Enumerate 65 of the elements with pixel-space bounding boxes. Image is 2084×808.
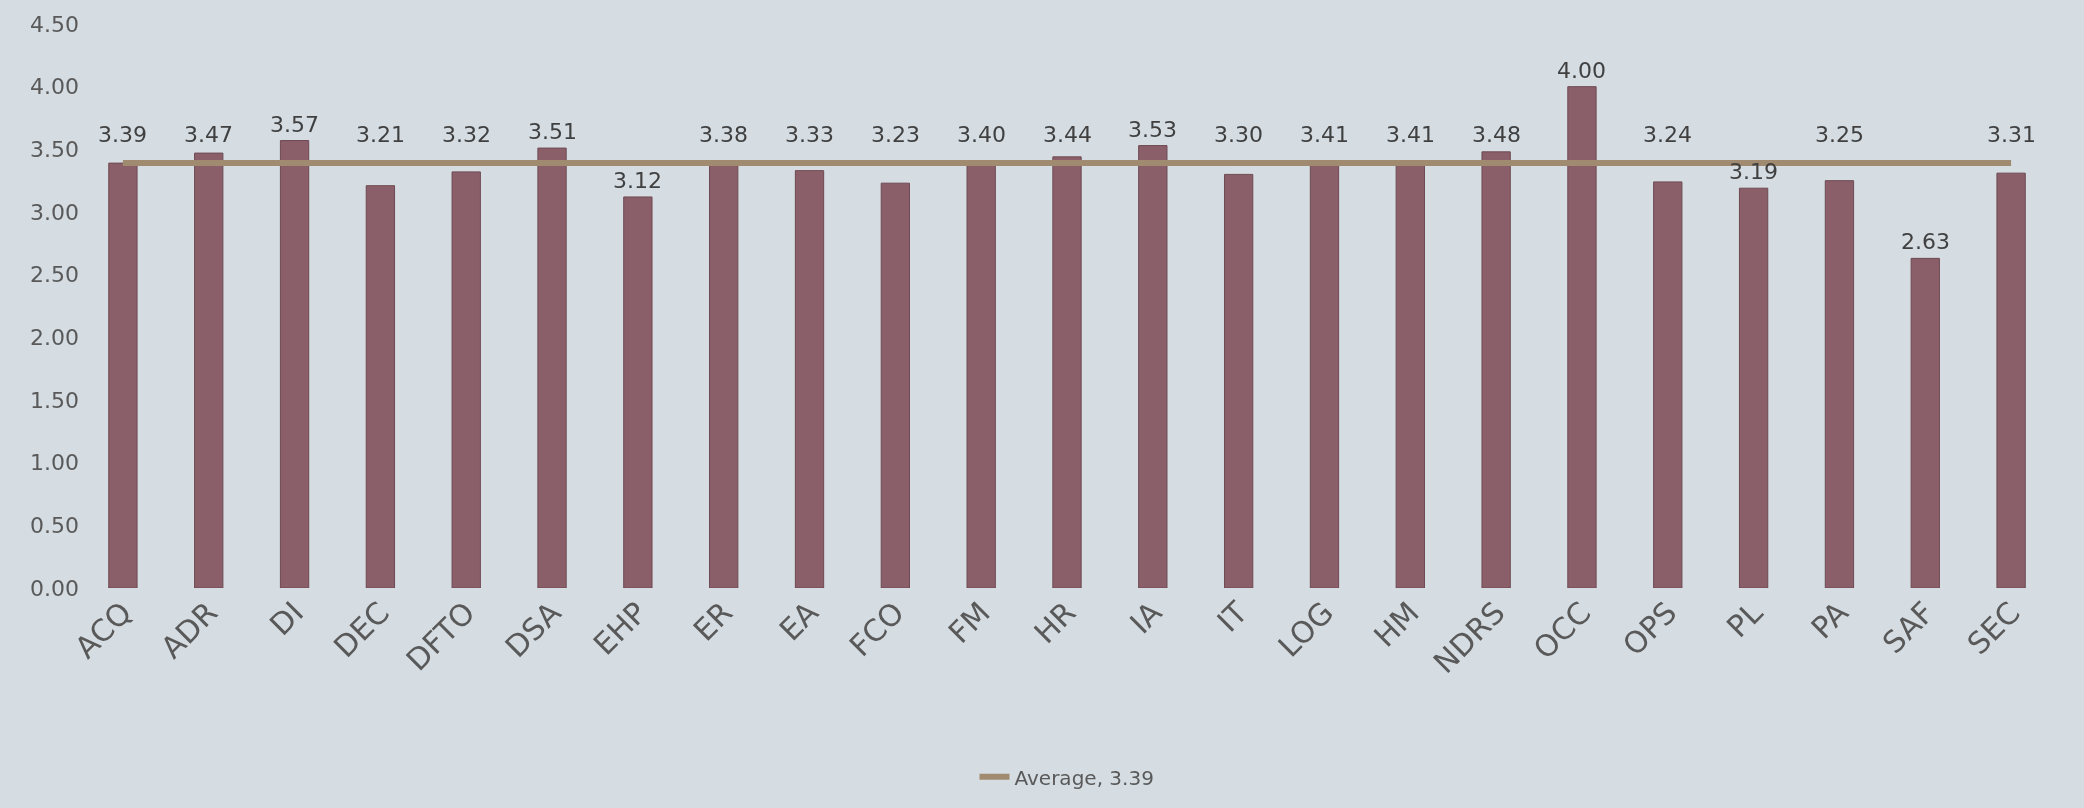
data-label: 3.25 — [1815, 122, 1864, 147]
x-tick-label: IT — [1210, 594, 1255, 639]
data-label: 3.41 — [1386, 122, 1435, 147]
data-label: 3.57 — [270, 112, 319, 137]
x-tick-label: HM — [1366, 594, 1426, 654]
x-tick-label: FM — [941, 594, 997, 651]
legend-label: Average, 3.39 — [1014, 765, 1154, 790]
data-label: 3.47 — [184, 122, 233, 147]
data-label: 3.48 — [1472, 122, 1521, 147]
x-tick-label: PL — [1719, 594, 1770, 645]
bar — [1567, 86, 1597, 588]
data-label: 3.32 — [442, 122, 491, 147]
data-label: 3.31 — [1987, 122, 2036, 147]
y-tick-label: 1.00 — [30, 450, 79, 476]
y-tick-label: 4.50 — [30, 11, 79, 37]
bar — [794, 170, 825, 588]
bar — [108, 162, 138, 588]
data-label: 3.39 — [98, 122, 147, 147]
bar — [451, 171, 481, 588]
bar — [365, 185, 396, 588]
bar — [1481, 151, 1511, 588]
y-tick-label: 0.00 — [30, 575, 79, 601]
data-label: 3.23 — [871, 122, 920, 147]
x-tick-label: HR — [1027, 594, 1083, 651]
x-tick-label: EA — [772, 594, 826, 648]
bar — [1738, 187, 1769, 588]
data-label: 3.44 — [1043, 122, 1092, 147]
x-tick-label: PA — [1804, 594, 1856, 646]
bar — [1996, 172, 2026, 588]
x-tick-label: IA — [1122, 594, 1169, 641]
data-label: 3.41 — [1300, 122, 1349, 147]
y-tick-label: 0.50 — [30, 513, 79, 539]
bar — [1910, 257, 1940, 588]
bar — [623, 196, 653, 588]
x-tick-label: OPS — [1615, 594, 1684, 663]
data-label: 3.21 — [356, 122, 405, 147]
bar — [279, 140, 310, 588]
y-tick-label: 4.00 — [30, 74, 79, 100]
y-tick-label: 3.00 — [30, 199, 79, 225]
y-tick-label: 2.50 — [30, 262, 79, 288]
bar — [1138, 145, 1168, 588]
bar — [537, 147, 567, 588]
bar — [709, 163, 739, 588]
x-tick-label: DI — [262, 594, 311, 643]
bar — [194, 152, 224, 588]
bar — [880, 182, 911, 588]
y-tick-label: 1.50 — [30, 387, 79, 413]
data-label: 2.63 — [1901, 229, 1950, 254]
data-label: 3.51 — [528, 119, 577, 144]
bar — [1653, 181, 1683, 588]
y-tick-label: 2.00 — [30, 325, 79, 351]
x-tick-label: ER — [686, 594, 740, 648]
y-tick-label: 3.50 — [30, 137, 79, 163]
data-label: 3.30 — [1214, 122, 1263, 147]
data-label: 3.24 — [1643, 122, 1692, 147]
data-label: 4.00 — [1557, 58, 1606, 83]
data-label: 3.53 — [1128, 117, 1177, 142]
bar — [1052, 156, 1082, 588]
data-label: 3.38 — [699, 122, 748, 147]
bar — [1824, 180, 1855, 588]
data-label: 3.33 — [785, 122, 834, 147]
data-label: 3.40 — [957, 122, 1006, 147]
bar — [1223, 173, 1254, 588]
data-label: 3.12 — [613, 168, 662, 193]
data-label: 3.19 — [1729, 159, 1778, 184]
